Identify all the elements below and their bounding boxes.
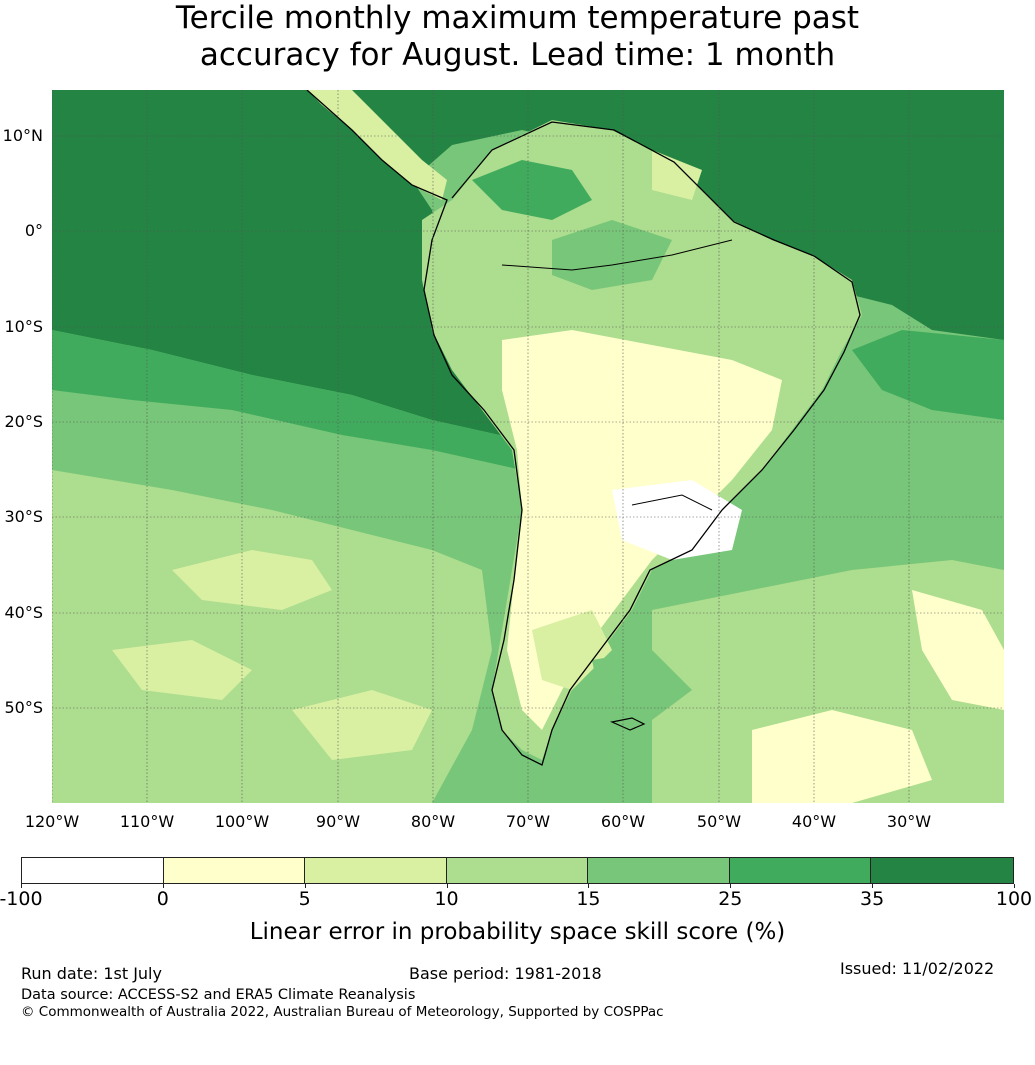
data-source: Data source: ACCESS-S2 and ERA5 Climate … [21, 987, 416, 1003]
copyright: © Commonwealth of Australia 2022, Austra… [21, 1004, 664, 1020]
lat-label-30s: 30°S [4, 507, 43, 526]
colorbar-segment [446, 858, 589, 883]
colorbar-tick-label: 35 [860, 888, 885, 910]
colorbar [21, 857, 1014, 884]
colorbar-tick-mark [446, 884, 448, 888]
map-title: Tercile monthly maximum temperature past… [0, 0, 1035, 74]
issued-date: Issued: 11/02/2022 [840, 959, 995, 978]
lat-label-0: 0° [24, 221, 43, 240]
lat-label-10s: 10°S [4, 317, 43, 336]
colorbar-label: Linear error in probability space skill … [249, 919, 786, 945]
colorbar-tick-label: 25 [718, 888, 743, 910]
colorbar-tick-label: -100 [0, 888, 43, 910]
colorbar-tick-mark [304, 884, 306, 888]
lon-label-80w: 80°W [410, 812, 456, 831]
colorbar-tick-mark [588, 884, 590, 888]
title-line-1: Tercile monthly maximum temperature past [175, 0, 860, 36]
colorbar-segment [163, 858, 306, 883]
colorbar-tick-mark [1014, 884, 1015, 888]
graticule [52, 90, 1004, 803]
colorbar-tick-mark [21, 884, 22, 888]
lon-label-50w: 50°W [696, 812, 742, 831]
lon-label-120w: 120°W [24, 812, 80, 831]
lon-label-90w: 90°W [315, 812, 361, 831]
lon-label-70w: 70°W [505, 812, 551, 831]
colorbar-tick-label: 0 [156, 888, 169, 910]
colorbar-segment [22, 858, 164, 883]
run-date: Run date: 1st July [21, 964, 162, 983]
colorbar-segment [871, 858, 1014, 883]
colorbar-tick-label: 10 [434, 888, 459, 910]
lon-label-30w: 30°W [886, 812, 932, 831]
lon-label-100w: 100°W [214, 812, 270, 831]
skill-map-canvas [52, 90, 1004, 803]
colorbar-segment [729, 858, 872, 883]
lon-label-110w: 110°W [119, 812, 175, 831]
colorbar-tick-mark [730, 884, 732, 888]
title-line-2: accuracy for August. Lead time: 1 month [199, 37, 836, 73]
colorbar-segment [305, 858, 447, 883]
lat-label-50s: 50°S [4, 698, 43, 717]
colorbar-tick-label: 5 [298, 888, 311, 910]
colorbar-segment [588, 858, 730, 883]
lon-label-40w: 40°W [791, 812, 837, 831]
skill-map [52, 90, 1004, 803]
colorbar-tick-label: 100 [995, 888, 1033, 910]
lon-label-60w: 60°W [600, 812, 646, 831]
colorbar-tick-mark [162, 884, 164, 888]
colorbar-tick-label: 15 [576, 888, 601, 910]
lat-label-20s: 20°S [4, 412, 43, 431]
lat-label-10n: 10°N [2, 126, 43, 145]
lat-label-40s: 40°S [4, 603, 43, 622]
base-period: Base period: 1981-2018 [409, 964, 602, 983]
colorbar-tick-mark [872, 884, 874, 888]
